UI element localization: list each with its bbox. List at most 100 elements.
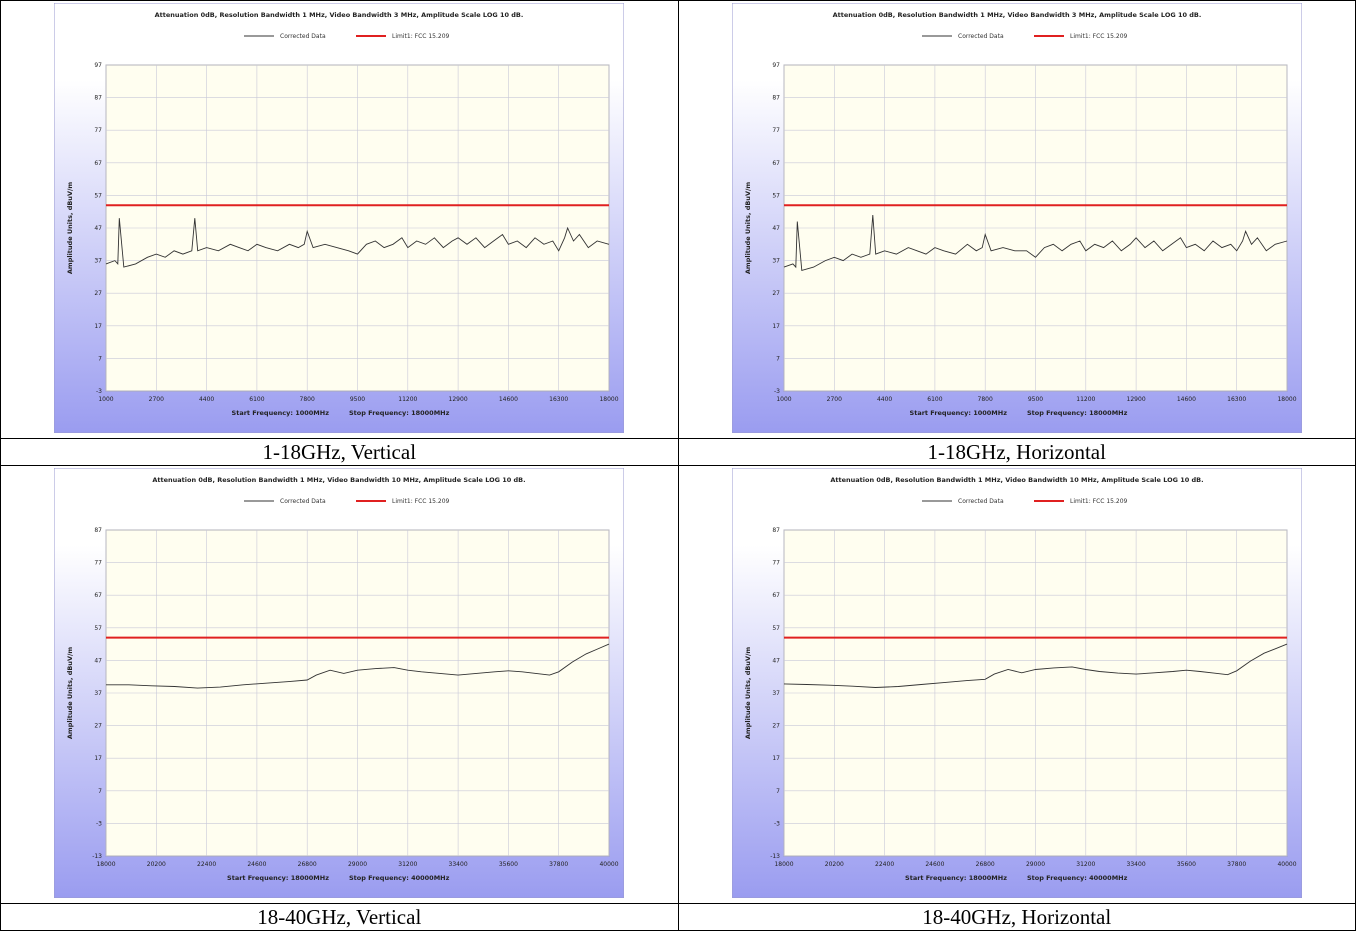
y-tick-label: 37 (772, 690, 780, 697)
y-tick-label: 27 (95, 290, 103, 297)
legend-corrected-label: Corrected Data (958, 33, 1004, 40)
y-tick-label: 47 (772, 657, 780, 664)
x-tick-label: 31200 (399, 861, 418, 868)
x-tick-label: 9500 (1028, 396, 1043, 403)
x-tick-label: 4400 (199, 396, 214, 403)
x-tick-label: 11200 (399, 396, 418, 403)
x-tick-label: 29000 (348, 861, 367, 868)
x-tick-label: 12900 (1126, 396, 1145, 403)
start-frequency-label: Start Frequency: 1000MHz (232, 409, 330, 417)
y-tick-label: 57 (772, 192, 780, 199)
y-tick-label: 17 (95, 755, 103, 762)
x-tick-label: 7800 (300, 396, 315, 403)
y-tick-label: 87 (772, 527, 780, 534)
y-tick-label: 57 (95, 625, 103, 632)
legend-corrected-label: Corrected Data (280, 33, 326, 40)
y-tick-label: 77 (95, 127, 103, 134)
x-tick-label: 6100 (927, 396, 942, 403)
y-tick-label: 57 (772, 625, 780, 632)
x-tick-label: 18000 (600, 396, 619, 403)
chart-cell-3: Attenuation 0dB, Resolution Bandwidth 1 … (0, 465, 679, 904)
x-tick-label: 33400 (449, 861, 468, 868)
y-tick-label: 67 (95, 160, 103, 167)
x-tick-label: 20200 (825, 861, 844, 868)
chart-title: Attenuation 0dB, Resolution Bandwidth 1 … (832, 11, 1201, 19)
x-tick-label: 40000 (1277, 861, 1296, 868)
y-tick-label: 77 (772, 127, 780, 134)
x-tick-label: 6100 (250, 396, 265, 403)
x-tick-label: 18000 (97, 861, 116, 868)
x-tick-label: 11200 (1076, 396, 1095, 403)
x-tick-label: 1000 (776, 396, 791, 403)
x-tick-label: 26800 (975, 861, 994, 868)
y-tick-label: 17 (95, 323, 103, 330)
y-tick-label: 17 (772, 323, 780, 330)
x-tick-label: 37800 (549, 861, 568, 868)
y-tick-label: 87 (95, 95, 103, 102)
caption-1: 1-18GHz, Vertical (0, 438, 679, 466)
x-tick-label: 20200 (147, 861, 166, 868)
x-tick-label: 16300 (1227, 396, 1246, 403)
start-frequency-label: Start Frequency: 1000MHz (909, 409, 1007, 417)
x-tick-label: 24600 (248, 861, 267, 868)
legend-corrected-label: Corrected Data (958, 498, 1004, 505)
x-tick-label: 37800 (1227, 861, 1246, 868)
x-tick-label: 26800 (298, 861, 317, 868)
x-tick-label: 14600 (1177, 396, 1196, 403)
x-tick-label: 35600 (499, 861, 518, 868)
y-tick-label: 47 (95, 657, 103, 664)
stop-frequency-label: Stop Frequency: 18000MHz (349, 409, 450, 417)
chart-1: Attenuation 0dB, Resolution Bandwidth 1 … (54, 3, 625, 433)
y-tick-label: -3 (774, 388, 780, 395)
y-tick-label: 47 (772, 225, 780, 232)
y-axis-label: Amplitude Units, dBuV/m (66, 647, 74, 739)
start-frequency-label: Start Frequency: 18000MHz (227, 874, 329, 882)
x-tick-label: 18000 (774, 861, 793, 868)
chart-title: Attenuation 0dB, Resolution Bandwidth 1 … (153, 476, 526, 484)
y-tick-label: -3 (96, 388, 102, 395)
x-tick-label: 14600 (499, 396, 518, 403)
legend-limit-label: Limit1: FCC 15.209 (1070, 498, 1128, 505)
y-tick-label: 17 (772, 755, 780, 762)
legend-corrected-label: Corrected Data (280, 498, 326, 505)
y-tick-label: 7 (98, 788, 102, 795)
chart-title: Attenuation 0dB, Resolution Bandwidth 1 … (830, 476, 1203, 484)
x-tick-label: 9500 (350, 396, 365, 403)
series-corrected-line (783, 643, 1287, 688)
legend-limit-label: Limit1: FCC 15.209 (392, 498, 450, 505)
legend-limit-label: Limit1: FCC 15.209 (1070, 33, 1128, 40)
chart-4: Attenuation 0dB, Resolution Bandwidth 1 … (731, 468, 1302, 898)
y-tick-label: 87 (772, 95, 780, 102)
x-tick-label: 29000 (1026, 861, 1045, 868)
y-tick-label: 27 (772, 290, 780, 297)
caption-2: 1-18GHz, Horizontal (677, 438, 1356, 466)
x-tick-label: 4400 (877, 396, 892, 403)
x-tick-label: 16300 (549, 396, 568, 403)
start-frequency-label: Start Frequency: 18000MHz (905, 874, 1007, 882)
chart-2: Attenuation 0dB, Resolution Bandwidth 1 … (731, 3, 1302, 433)
x-tick-label: 24600 (925, 861, 944, 868)
x-tick-label: 2700 (826, 396, 841, 403)
y-tick-label: 97 (95, 62, 103, 69)
chart-title: Attenuation 0dB, Resolution Bandwidth 1 … (155, 11, 524, 19)
x-tick-label: 35600 (1177, 861, 1196, 868)
x-tick-label: 22400 (875, 861, 894, 868)
stop-frequency-label: Stop Frequency: 40000MHz (1027, 874, 1128, 882)
x-tick-label: 18000 (1277, 396, 1296, 403)
y-tick-label: 97 (772, 62, 780, 69)
series-corrected-line (106, 643, 610, 689)
y-tick-label: 77 (772, 560, 780, 567)
y-tick-label: 77 (95, 560, 103, 567)
x-tick-label: 22400 (197, 861, 216, 868)
y-tick-label: 57 (95, 192, 103, 199)
chart-cell-1: Attenuation 0dB, Resolution Bandwidth 1 … (0, 0, 679, 439)
y-tick-label: 7 (776, 355, 780, 362)
y-tick-label: 27 (772, 723, 780, 730)
y-tick-label: 47 (95, 225, 103, 232)
x-tick-label: 31200 (1076, 861, 1095, 868)
stop-frequency-label: Stop Frequency: 40000MHz (349, 874, 450, 882)
y-tick-label: 87 (95, 527, 103, 534)
y-tick-label: 67 (772, 160, 780, 167)
y-tick-label: 37 (95, 690, 103, 697)
